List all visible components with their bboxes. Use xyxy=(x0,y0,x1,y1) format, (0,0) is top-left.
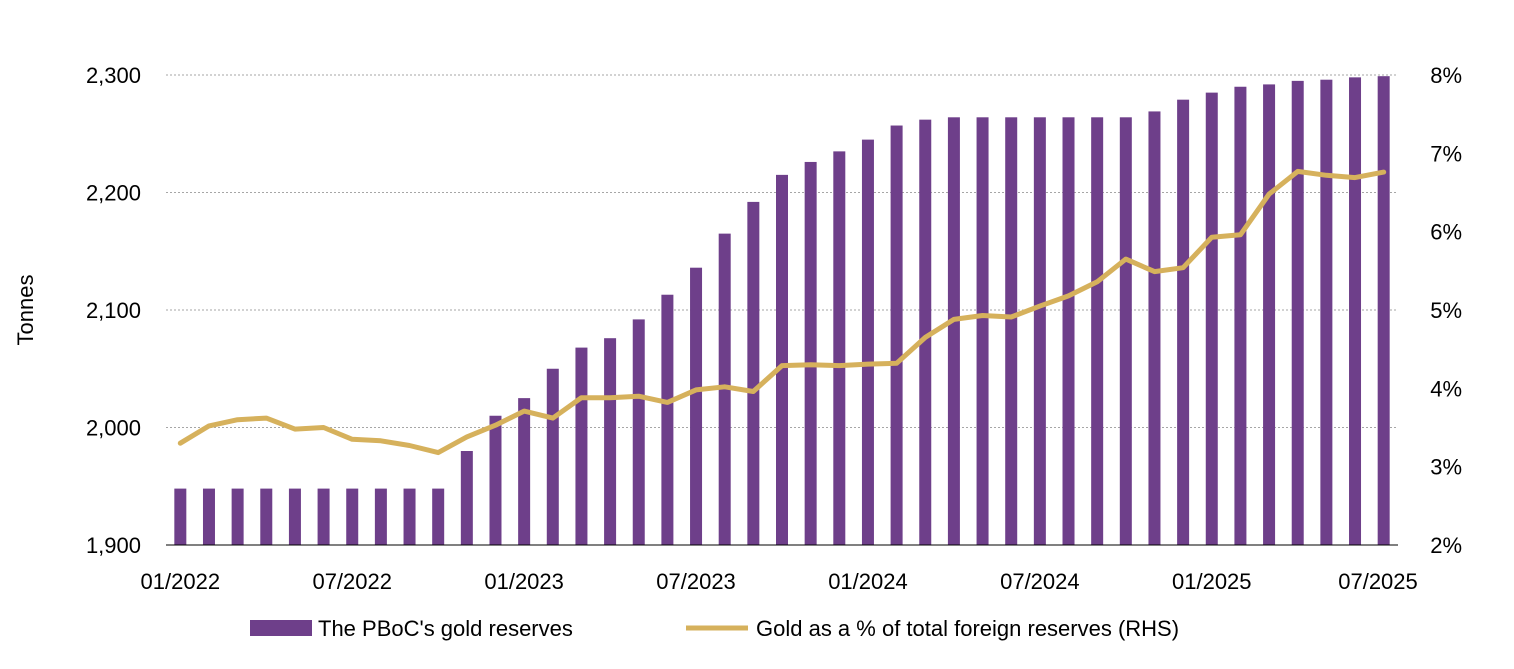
bar xyxy=(1206,93,1218,545)
x-tick-label: 01/2022 xyxy=(141,569,221,594)
bar xyxy=(174,489,186,545)
bar xyxy=(1177,100,1189,545)
bar xyxy=(633,319,645,545)
y-tick-label: 2,100 xyxy=(86,298,141,323)
bar xyxy=(404,489,416,545)
bar xyxy=(1292,81,1304,545)
y2-tick-label: 3% xyxy=(1430,455,1462,480)
bar xyxy=(776,175,788,545)
x-tick-label: 07/2025 xyxy=(1338,569,1418,594)
bar xyxy=(891,126,903,545)
bar xyxy=(1148,111,1160,545)
x-tick-label: 07/2024 xyxy=(1000,569,1080,594)
x-tick-label: 01/2024 xyxy=(828,569,908,594)
bar xyxy=(461,451,473,545)
bar xyxy=(1005,117,1017,545)
right-axis-ticks: 2% 3% 4% 5% 6% 7% 8% xyxy=(1430,63,1462,558)
bar xyxy=(690,268,702,545)
bar-series xyxy=(174,76,1389,545)
bar xyxy=(833,151,845,545)
bar xyxy=(318,489,330,545)
x-tick-label: 01/2023 xyxy=(484,569,564,594)
legend: The PBoC's gold reserves Gold as a % of … xyxy=(250,616,1179,641)
bar xyxy=(232,489,244,545)
left-axis-ticks: 1,900 2,000 2,100 2,200 2,300 xyxy=(86,63,141,558)
bar xyxy=(432,489,444,545)
bar xyxy=(1063,117,1075,545)
y2-tick-label: 8% xyxy=(1430,63,1462,88)
y-tick-label: 1,900 xyxy=(86,533,141,558)
bar xyxy=(661,295,673,545)
bar xyxy=(862,140,874,545)
y2-tick-label: 2% xyxy=(1430,533,1462,558)
bar xyxy=(1120,117,1132,545)
bar xyxy=(547,369,559,545)
bar xyxy=(948,117,960,545)
bar xyxy=(489,416,501,545)
bar xyxy=(346,489,358,545)
bar xyxy=(1034,117,1046,545)
bar xyxy=(747,202,759,545)
y-tick-label: 2,000 xyxy=(86,416,141,441)
y2-tick-label: 7% xyxy=(1430,141,1462,166)
bar xyxy=(289,489,301,545)
bar xyxy=(977,117,989,545)
y-axis-label: Tonnes xyxy=(13,275,38,346)
bar xyxy=(1378,76,1390,545)
bar xyxy=(1091,117,1103,545)
bar xyxy=(1320,80,1332,545)
y2-tick-label: 5% xyxy=(1430,298,1462,323)
y2-tick-label: 4% xyxy=(1430,376,1462,401)
legend-label-line: Gold as a % of total foreign reserves (R… xyxy=(756,616,1179,641)
bar xyxy=(805,162,817,545)
bar xyxy=(203,489,215,545)
bar xyxy=(260,489,272,545)
bar xyxy=(375,489,387,545)
bar xyxy=(1234,87,1246,545)
legend-swatch-bar xyxy=(250,620,312,636)
x-tick-label: 07/2023 xyxy=(656,569,736,594)
bar xyxy=(518,398,530,545)
legend-label-bar: The PBoC's gold reserves xyxy=(318,616,573,641)
bar xyxy=(604,338,616,545)
y-tick-label: 2,200 xyxy=(86,181,141,206)
bar xyxy=(1349,77,1361,545)
bar xyxy=(575,348,587,545)
x-tick-label: 07/2022 xyxy=(312,569,392,594)
y2-tick-label: 6% xyxy=(1430,220,1462,245)
x-tick-label: 01/2025 xyxy=(1172,569,1252,594)
bar xyxy=(1263,84,1275,545)
y-tick-label: 2,300 xyxy=(86,63,141,88)
x-axis-ticks: 01/2022 07/2022 01/2023 07/2023 01/2024 07/20… xyxy=(141,569,1418,594)
